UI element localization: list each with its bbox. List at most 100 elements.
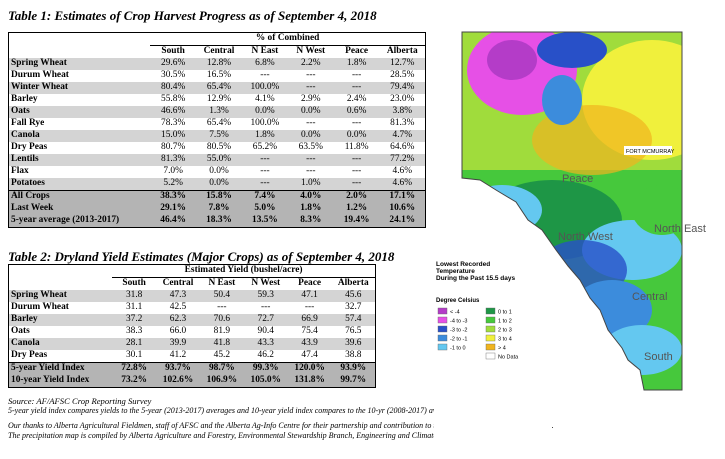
table-cell: 63.5% <box>298 142 323 153</box>
region-label-north-east: North East <box>654 223 706 235</box>
source-note: Source: AF/AFSC Crop Reporting Survey <box>8 396 152 406</box>
table-row: Spring Wheat 31.8 47.3 50.4 59.3 47.1 45.6 <box>8 290 376 302</box>
city-label-fort-mcmurray: FORT MCMURRAY <box>626 149 675 155</box>
table-cell: --- <box>217 302 227 313</box>
table-cell: 1.3% <box>196 106 242 118</box>
table-row: Durum Wheat 30.5% 16.5% --- --- --- 28.5% <box>9 70 426 82</box>
table-cell: 65.4% <box>196 82 242 94</box>
total-cell: 120.0% <box>287 362 332 375</box>
table-cell: 12.9% <box>206 94 232 105</box>
table-cell: 2.4% <box>346 94 367 105</box>
legend-label: 2 to 3 <box>498 328 512 334</box>
table-cell: 76.5 <box>345 326 362 337</box>
region-label-south: South <box>644 351 673 363</box>
table-cell: 46.2 <box>257 350 274 361</box>
table-cell: 16.5% <box>206 70 232 81</box>
table-cell: 43.9 <box>287 338 332 350</box>
total-cell: 5.0% <box>241 203 288 215</box>
province-outline <box>461 31 683 391</box>
total-cell: 131.8% <box>287 375 332 388</box>
region-label-peace: Peace <box>562 173 593 185</box>
total-label: All Crops <box>8 190 151 203</box>
legend-label: < -4 <box>450 310 460 316</box>
table-cell: --- <box>260 166 270 177</box>
table-cell: --- <box>333 154 380 166</box>
table2-column-header: N East <box>208 278 236 289</box>
table2-column-header: Peace <box>298 278 322 289</box>
table-cell: 38.3 <box>125 326 143 337</box>
table2-title: Table 2: Dryland Yield Estimates (Major … <box>8 249 395 264</box>
table-cell: 65.4% <box>206 118 232 129</box>
region-label-central: Central <box>632 291 667 303</box>
total-cell: 24.1% <box>379 215 426 228</box>
legend-subtitle: Degree Celsius <box>436 298 480 304</box>
legend-swatch <box>485 325 496 333</box>
table-cell: 4.6% <box>392 166 413 177</box>
total-cell: 46.4% <box>150 215 197 228</box>
table-cell: 2.2% <box>287 58 334 70</box>
table-cell: --- <box>306 70 316 81</box>
table-cell: 3.8% <box>379 106 426 118</box>
legend-swatch <box>437 343 448 351</box>
legend-label: -3 to -2 <box>450 328 467 334</box>
total-cell: 2.0% <box>333 190 380 203</box>
total-cell: 13.5% <box>241 215 288 228</box>
table-cell: 70.6 <box>199 314 244 326</box>
table2-group-header: Estimated Yield (bushel/acre) <box>112 264 376 278</box>
table-cell: 0.0% <box>333 130 380 142</box>
temperature-map: Peace North West North East Central Sout… <box>432 30 720 454</box>
table-cell: 4.6% <box>379 178 426 191</box>
total-cell: 99.7% <box>331 375 376 388</box>
table-cell: 55.8% <box>161 94 186 105</box>
legend-swatch <box>437 307 448 315</box>
legend-swatch <box>485 352 496 360</box>
total-cell: 8.3% <box>287 215 334 228</box>
total-cell: 17.1% <box>379 190 426 203</box>
table1-column-header: N East <box>251 46 279 57</box>
crop-name: Potatoes <box>8 178 151 191</box>
crop-name: Oats <box>8 106 151 118</box>
table-cell: 100.0% <box>250 118 280 129</box>
legend-label: > 4 <box>498 346 506 352</box>
total-label: 10-year Yield Index <box>8 375 113 388</box>
table1-group-header: % of Combined <box>150 32 426 46</box>
table-cell: 0.0% <box>287 130 334 142</box>
table-cell: --- <box>306 118 316 129</box>
table1-column-header: Central <box>203 46 235 57</box>
crop-name: Dry Peas <box>11 142 48 153</box>
total-cell: 7.4% <box>241 190 288 203</box>
table-cell: 32.7 <box>345 302 362 313</box>
table-row: Canola 15.0% 7.5% 1.8% 0.0% 0.0% 4.7% <box>8 130 426 142</box>
table-row: Lentils 81.3% 55.0% --- --- --- 77.2% <box>8 154 426 166</box>
legend-swatch <box>437 334 448 342</box>
table-cell: 6.8% <box>241 58 288 70</box>
total-cell: 93.9% <box>331 362 376 375</box>
total-cell: 102.6% <box>156 375 200 388</box>
table-cell: --- <box>351 70 362 81</box>
legend-label: No Data <box>498 355 519 361</box>
legend-label: 1 to 2 <box>498 319 512 325</box>
table-cell: 78.3% <box>161 118 186 129</box>
table-cell: 12.7% <box>379 58 426 70</box>
total-cell: 1.2% <box>333 203 380 215</box>
table-cell: --- <box>287 82 334 94</box>
total-cell: 93.7% <box>156 362 200 375</box>
total-cell: 4.0% <box>287 190 334 203</box>
table-cell: 42.5 <box>169 302 187 313</box>
legend-swatch <box>485 316 496 324</box>
table-cell: --- <box>333 82 380 94</box>
legend-swatch <box>437 316 448 324</box>
table-cell: 4.1% <box>255 94 275 105</box>
table-cell: --- <box>261 302 271 313</box>
table-cell: 12.8% <box>196 58 242 70</box>
total-row: All Crops 38.3% 15.8% 7.4% 4.0% 2.0% 17.1% <box>8 190 426 203</box>
table-cell: 29.6% <box>150 58 197 70</box>
table-cell: --- <box>351 118 362 129</box>
table-row: Oats 38.3 66.0 81.9 90.4 75.4 76.5 <box>9 326 376 338</box>
table-cell: 41.8 <box>199 338 244 350</box>
legend-swatch <box>437 325 448 333</box>
crop-name: Barley <box>11 94 38 105</box>
table1-title: Table 1: Estimates of Crop Harvest Progr… <box>8 8 377 23</box>
table-cell: 39.9 <box>156 338 200 350</box>
legend-panel <box>434 252 552 452</box>
